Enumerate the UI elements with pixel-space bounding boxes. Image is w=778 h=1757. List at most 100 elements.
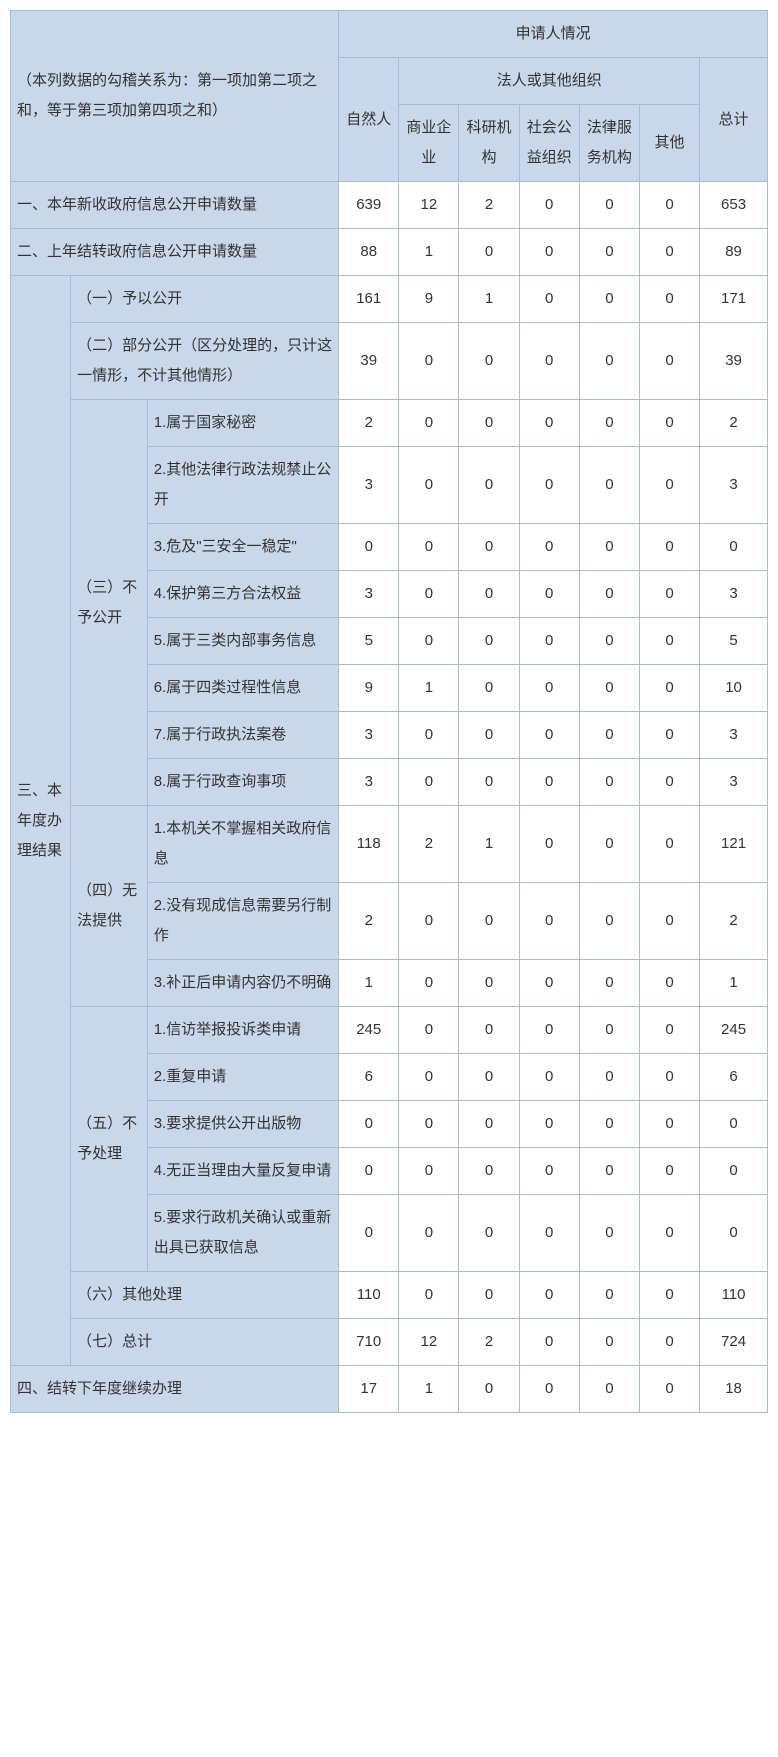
cell: 0 (519, 1366, 579, 1413)
table-row: 四、结转下年度继续办理 17 1 0 0 0 0 18 (11, 1366, 768, 1413)
cell: 12 (399, 182, 459, 229)
cell: 0 (639, 182, 699, 229)
cell: 0 (519, 1148, 579, 1195)
cell: 0 (399, 1195, 459, 1272)
cell: 5 (700, 618, 768, 665)
cell: 0 (639, 1054, 699, 1101)
cell: 0 (639, 1319, 699, 1366)
cell: 0 (459, 524, 519, 571)
cell: 0 (459, 1366, 519, 1413)
cell: 1 (339, 960, 399, 1007)
cell: 10 (700, 665, 768, 712)
row3-6-label: （六）其他处理 (71, 1272, 339, 1319)
cell: 2 (459, 1319, 519, 1366)
cell: 0 (459, 618, 519, 665)
cell: 0 (639, 806, 699, 883)
cell: 0 (579, 571, 639, 618)
cell: 0 (639, 571, 699, 618)
cell: 2 (339, 400, 399, 447)
cell: 1 (399, 665, 459, 712)
cell: 0 (519, 759, 579, 806)
cell: 1 (399, 229, 459, 276)
cell: 0 (639, 665, 699, 712)
cell: 0 (579, 1054, 639, 1101)
row3-5-1-label: 1.信访举报投诉类申请 (147, 1007, 338, 1054)
header-note: （本列数据的勾稽关系为：第一项加第二项之和，等于第三项加第四项之和） (11, 11, 339, 182)
group3-4-label: （四）无法提供 (71, 806, 148, 1007)
row1-label: 一、本年新收政府信息公开申请数量 (11, 182, 339, 229)
row3-2-label: （二）部分公开（区分处理的，只计这一情形，不计其他情形） (71, 323, 339, 400)
cell: 0 (519, 883, 579, 960)
cell: 0 (399, 1007, 459, 1054)
row3-5-3-label: 3.要求提供公开出版物 (147, 1101, 338, 1148)
cell: 0 (519, 712, 579, 759)
cell: 39 (700, 323, 768, 400)
cell: 0 (519, 806, 579, 883)
cell: 17 (339, 1366, 399, 1413)
table-row: （二）部分公开（区分处理的，只计这一情形，不计其他情形） 39 0 0 0 0 … (11, 323, 768, 400)
cell: 1 (399, 1366, 459, 1413)
cell: 0 (519, 1101, 579, 1148)
cell: 0 (579, 323, 639, 400)
cell: 0 (459, 759, 519, 806)
cell: 1 (459, 806, 519, 883)
cell: 0 (579, 759, 639, 806)
cell: 0 (639, 960, 699, 1007)
row3-3-2-label: 2.其他法律行政法规禁止公开 (147, 447, 338, 524)
row3-5-4-label: 4.无正当理由大量反复申请 (147, 1148, 338, 1195)
cell: 0 (519, 571, 579, 618)
cell: 0 (639, 1366, 699, 1413)
cell: 3 (339, 759, 399, 806)
cell: 0 (519, 1007, 579, 1054)
cell: 0 (579, 1148, 639, 1195)
cell: 0 (639, 524, 699, 571)
cell: 0 (639, 1007, 699, 1054)
cell: 2 (399, 806, 459, 883)
cell: 0 (700, 1195, 768, 1272)
row3-7-label: （七）总计 (71, 1319, 339, 1366)
cell: 0 (519, 447, 579, 524)
row3-1-label: （一）予以公开 (71, 276, 339, 323)
cell: 0 (459, 883, 519, 960)
cell: 0 (579, 447, 639, 524)
cell: 0 (399, 759, 459, 806)
cell: 0 (399, 618, 459, 665)
cell: 39 (339, 323, 399, 400)
table-row: 三、本年度办理结果 （一）予以公开 161 9 1 0 0 0 171 (11, 276, 768, 323)
cell: 0 (459, 665, 519, 712)
cell: 0 (519, 400, 579, 447)
cell: 0 (459, 712, 519, 759)
table-row: （三）不予公开 1.属于国家秘密 2 0 0 0 0 0 2 (11, 400, 768, 447)
cell: 3 (339, 447, 399, 524)
cell: 0 (519, 665, 579, 712)
cell: 0 (459, 960, 519, 1007)
table-row: （六）其他处理 110 0 0 0 0 0 110 (11, 1272, 768, 1319)
cell: 9 (399, 276, 459, 323)
cell: 0 (639, 712, 699, 759)
row3-3-3-label: 3.危及"三安全一稳定" (147, 524, 338, 571)
cell: 5 (339, 618, 399, 665)
cell: 0 (519, 229, 579, 276)
cell: 0 (459, 1195, 519, 1272)
row3-4-1-label: 1.本机关不掌握相关政府信息 (147, 806, 338, 883)
header-top: 申请人情况 (339, 11, 768, 58)
cell: 1 (700, 960, 768, 1007)
col-natural: 自然人 (339, 58, 399, 182)
row2-label: 二、上年结转政府信息公开申请数量 (11, 229, 339, 276)
cell: 0 (459, 1054, 519, 1101)
cell: 0 (639, 1148, 699, 1195)
table-row: 二、上年结转政府信息公开申请数量 88 1 0 0 0 0 89 (11, 229, 768, 276)
cell: 0 (700, 1148, 768, 1195)
cell: 0 (399, 1054, 459, 1101)
cell: 0 (399, 447, 459, 524)
row3-3-8-label: 8.属于行政查询事项 (147, 759, 338, 806)
cell: 3 (700, 571, 768, 618)
cell: 3 (339, 571, 399, 618)
cell: 0 (459, 323, 519, 400)
row3-3-6-label: 6.属于四类过程性信息 (147, 665, 338, 712)
col-biz: 商业企业 (399, 105, 459, 182)
cell: 0 (459, 1272, 519, 1319)
cell: 0 (399, 323, 459, 400)
cell: 0 (399, 1101, 459, 1148)
cell: 0 (339, 1195, 399, 1272)
